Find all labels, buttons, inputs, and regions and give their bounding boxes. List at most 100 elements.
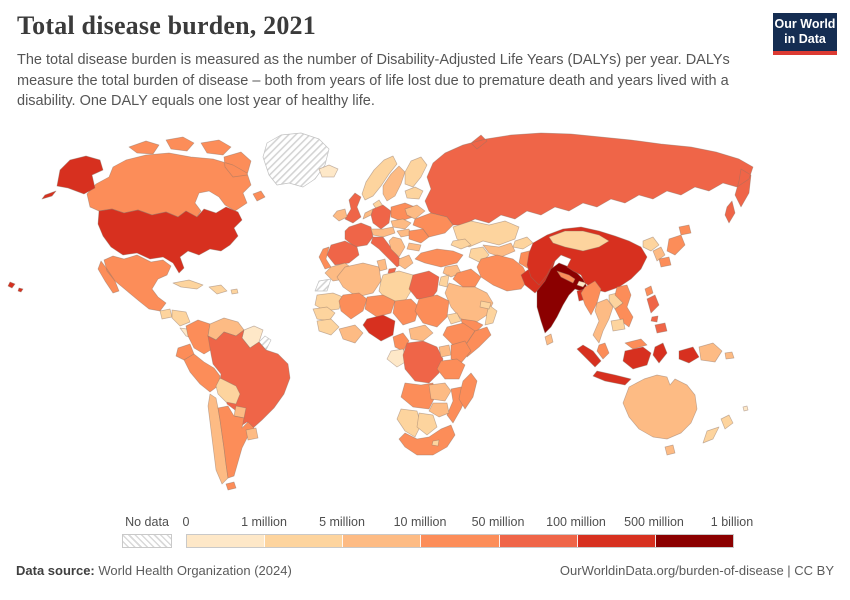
country-tunisia[interactable] [376, 258, 388, 272]
country-mongolia[interactable] [548, 230, 610, 252]
country-sri-lanka[interactable] [544, 333, 554, 346]
country-central-african-republic[interactable] [408, 324, 434, 342]
legend-tick-label: 1 million [241, 515, 287, 529]
country-hispaniola[interactable] [208, 284, 228, 295]
country-malaysia[interactable] [596, 338, 648, 360]
country-honduras-nicaragua[interactable] [171, 309, 191, 327]
country-germany[interactable] [370, 204, 392, 230]
country-philippines[interactable] [646, 294, 668, 334]
legend-bin[interactable] [342, 535, 421, 547]
legend-bin[interactable] [264, 535, 343, 547]
country-thailand[interactable] [592, 298, 614, 344]
country-sweden[interactable] [382, 165, 406, 202]
country-dr-congo[interactable] [402, 340, 444, 384]
country-japan[interactable] [658, 224, 692, 268]
country-canada[interactable] [86, 136, 266, 218]
country-turkey[interactable] [414, 248, 464, 268]
country-algeria[interactable] [336, 262, 382, 298]
country-niger[interactable] [364, 294, 396, 318]
country-norway[interactable] [361, 155, 398, 201]
country-chad[interactable] [392, 298, 420, 326]
country-romania[interactable] [408, 228, 430, 244]
legend-bin[interactable] [576, 535, 655, 547]
country-uruguay[interactable] [245, 427, 259, 441]
country-australia[interactable] [622, 374, 698, 456]
country-spain[interactable] [326, 240, 360, 266]
country-eritrea[interactable] [446, 312, 462, 325]
country-kyrgyzstan-tajikistan[interactable] [512, 236, 534, 250]
country-ireland[interactable] [332, 208, 348, 222]
country-iceland[interactable] [318, 164, 339, 178]
country-lesotho[interactable] [431, 439, 440, 447]
country-balkans[interactable] [388, 236, 406, 258]
country-indonesia[interactable] [576, 342, 700, 394]
country-uzbekistan[interactable] [482, 242, 516, 258]
country-greenland[interactable] [262, 132, 330, 188]
country-mexico[interactable] [97, 254, 172, 312]
country-sudan[interactable] [414, 294, 450, 328]
legend-bin[interactable] [498, 535, 577, 547]
country-argentina[interactable] [217, 405, 255, 491]
country-myanmar[interactable] [580, 280, 602, 316]
country-botswana[interactable] [416, 412, 438, 436]
country-angola[interactable] [400, 382, 436, 410]
country-russia[interactable] [424, 132, 754, 226]
country-guinea-region[interactable] [316, 318, 340, 336]
country-mauritania[interactable] [314, 292, 344, 312]
country-south-korea[interactable] [652, 246, 666, 262]
country-papua-new-guinea[interactable] [698, 342, 735, 363]
legend-tick-labels: 0 1 million 5 million 10 million 50 million 1… [183, 515, 754, 531]
country-madagascar[interactable] [458, 372, 478, 410]
country-kenya[interactable] [450, 340, 472, 364]
country-western-sahara[interactable] [314, 278, 332, 292]
country-cote-divoire-ghana[interactable] [338, 324, 364, 344]
country-greece[interactable] [398, 254, 414, 270]
country-tanzania[interactable] [436, 358, 466, 380]
country-belarus[interactable] [404, 204, 426, 220]
country-nepal[interactable] [556, 270, 576, 284]
country-iran[interactable] [476, 254, 530, 292]
legend-bin[interactable] [420, 535, 499, 547]
country-caucasus[interactable] [450, 238, 472, 250]
country-france[interactable] [344, 222, 374, 248]
country-uganda[interactable] [438, 344, 452, 358]
country-fiji[interactable] [742, 405, 749, 412]
country-guatemala[interactable] [159, 308, 173, 320]
country-south-africa[interactable] [398, 424, 456, 456]
country-oman[interactable] [484, 304, 498, 326]
country-gabon-congo[interactable] [386, 348, 408, 368]
footer-citation-link[interactable]: OurWorldinData.org/burden-of-disease | C… [559, 563, 834, 578]
country-bulgaria[interactable] [406, 242, 422, 252]
country-egypt[interactable] [408, 270, 440, 300]
country-united-kingdom[interactable] [344, 192, 362, 224]
legend-bin[interactable] [187, 535, 265, 547]
country-senegal-gambia[interactable] [312, 306, 336, 322]
country-new-zealand[interactable] [702, 414, 734, 444]
country-benelux[interactable] [362, 208, 374, 220]
country-bolivia[interactable] [215, 377, 241, 405]
country-finland[interactable] [404, 156, 428, 188]
country-taiwan[interactable] [644, 285, 654, 297]
country-jordan-israel[interactable] [438, 274, 450, 288]
legend-bin[interactable] [654, 535, 733, 547]
legend-no-data-swatch[interactable] [122, 534, 172, 548]
country-namibia[interactable] [396, 408, 422, 438]
country-czechia-slovakia[interactable] [390, 218, 412, 230]
country-cuba[interactable] [172, 279, 204, 290]
legend-bins [186, 534, 734, 548]
country-vietnam[interactable] [614, 284, 634, 328]
country-puerto-rico[interactable] [230, 288, 239, 295]
country-nigeria[interactable] [362, 314, 396, 342]
country-alpine-states[interactable] [370, 226, 396, 238]
country-united-states[interactable] [7, 155, 243, 293]
country-uae-qatar[interactable] [479, 300, 492, 310]
country-zimbabwe[interactable] [428, 402, 450, 418]
country-zambia[interactable] [428, 382, 452, 402]
country-bhutan[interactable] [576, 280, 587, 288]
country-north-korea[interactable] [642, 236, 660, 252]
country-ukraine[interactable] [412, 212, 454, 238]
owid-logo[interactable]: Our World in Data [773, 13, 837, 55]
country-mali[interactable] [338, 292, 368, 320]
country-baltic-states[interactable] [404, 186, 424, 200]
country-cambodia[interactable] [610, 318, 626, 332]
